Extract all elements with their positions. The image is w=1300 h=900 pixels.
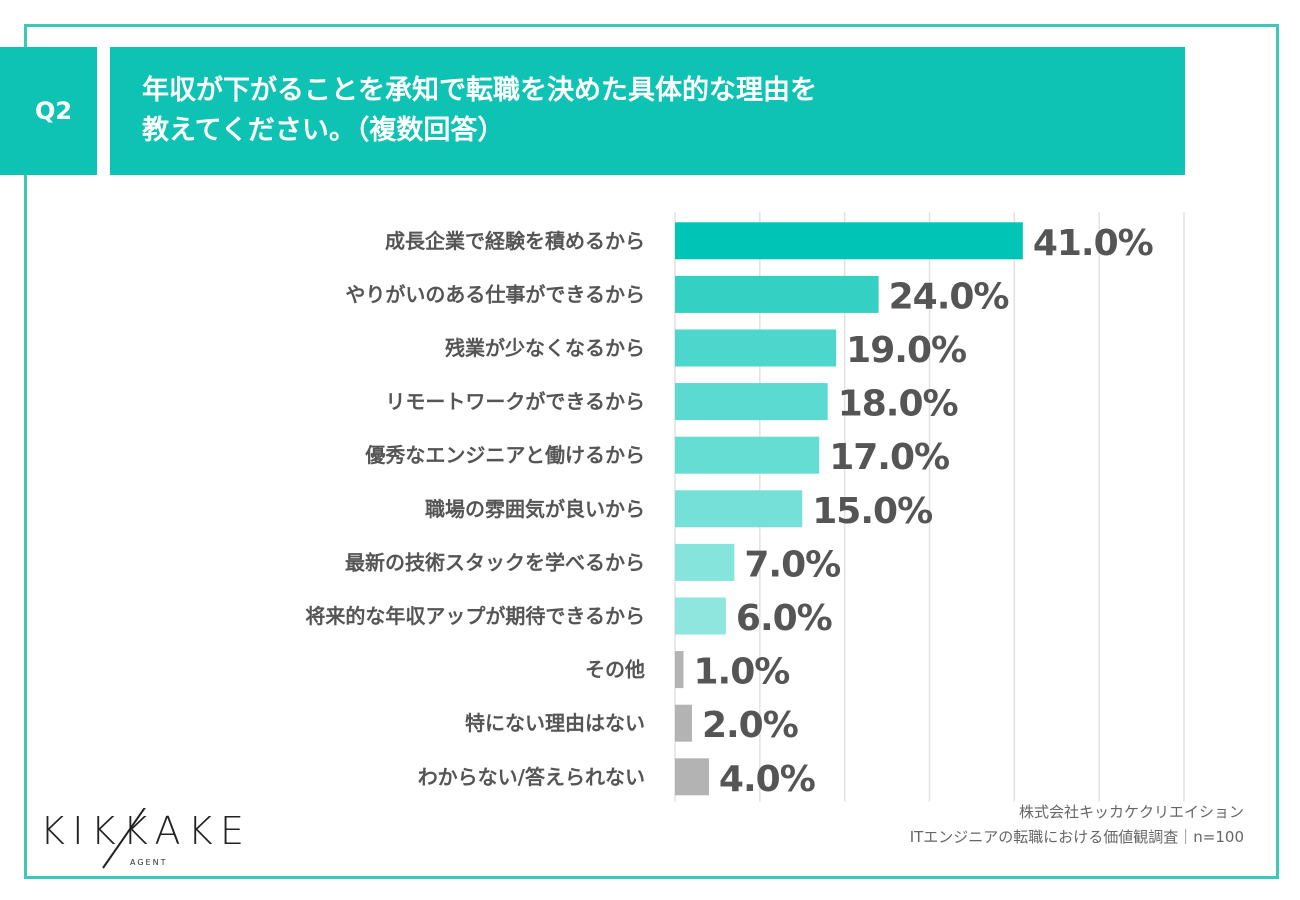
logo-text: KIKKAKE <box>40 809 250 853</box>
data-label: 4.0% <box>719 759 815 800</box>
footer: 株式会社キッカケクリエイション ITエンジニアの転職における価値観調査｜n=10… <box>910 800 1244 850</box>
category-label: その他 <box>585 658 645 682</box>
question-title: 年収が下がることを承知で転職を決めた具体的な理由を 教えてください。（複数回答） <box>110 47 1185 175</box>
category-label: 特にない理由はない <box>465 711 645 735</box>
bar <box>675 436 820 474</box>
data-label: 2.0% <box>702 705 798 746</box>
category-label: 将来的な年収アップが期待できるから <box>305 604 645 628</box>
data-label: 1.0% <box>693 652 789 693</box>
bar <box>675 490 803 528</box>
data-label: 15.0% <box>812 491 932 532</box>
logo-sub: AGENT <box>130 858 167 867</box>
data-label: 7.0% <box>744 544 840 585</box>
data-label: 19.0% <box>846 330 966 371</box>
category-label: 優秀なエンジニアと働けるから <box>364 443 645 467</box>
data-label: 17.0% <box>829 437 949 478</box>
category-label: 成長企業で経験を積めるから <box>385 229 645 253</box>
footer-survey: ITエンジニアの転職における価値観調査｜n=100 <box>909 828 1244 846</box>
bar <box>675 704 692 742</box>
category-label: わからない/答えられない <box>418 765 645 789</box>
category-label: やりがいのある仕事ができるから <box>345 282 645 306</box>
frame-border <box>24 24 1279 879</box>
bar <box>675 597 726 635</box>
bar <box>675 329 837 367</box>
kikkake-logo: KIKKAKE AGENT <box>40 805 260 882</box>
bar <box>675 543 735 581</box>
question-number: Q2 <box>0 47 97 175</box>
category-label: リモートワークができるから <box>385 390 645 414</box>
bar <box>675 758 709 796</box>
category-label: 残業が少なくなるから <box>445 336 645 360</box>
category-label: 職場の雰囲気が良いから <box>425 497 645 521</box>
bar <box>675 383 828 421</box>
category-label: 最新の技術スタックを学べるから <box>345 550 645 574</box>
bar <box>675 222 1023 260</box>
footer-company: 株式会社キッカケクリエイション <box>1018 803 1244 821</box>
title-line-2: 教えてください。（複数回答） <box>142 115 505 146</box>
data-label: 24.0% <box>889 276 1009 317</box>
data-label: 41.0% <box>1033 223 1153 264</box>
data-label: 18.0% <box>838 384 958 425</box>
bar <box>675 651 684 689</box>
data-label: 6.0% <box>736 598 832 639</box>
title-line-1: 年収が下がることを承知で転職を決めた具体的な理由を <box>142 75 817 106</box>
bar <box>675 275 879 313</box>
